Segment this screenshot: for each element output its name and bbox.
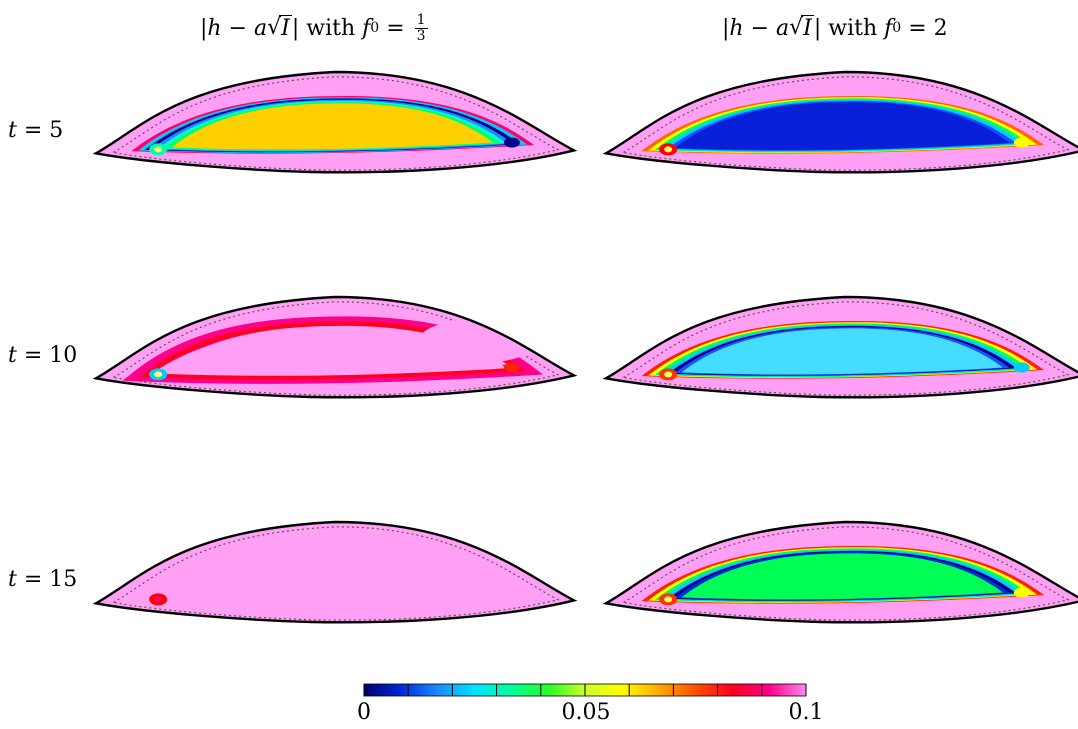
panel-r1-c1 — [92, 70, 578, 174]
vortex-core — [674, 102, 1010, 151]
panel-r2-c2 — [602, 295, 1078, 399]
panel-r3-c1 — [92, 520, 578, 624]
boundary-layer-ring — [111, 301, 560, 396]
panel-r2-c1 — [92, 295, 578, 399]
vortex-core — [681, 328, 1003, 375]
right-tip-blob — [1013, 587, 1030, 598]
panel-outline — [602, 70, 1078, 174]
arc-gap — [418, 319, 539, 364]
right-tip-blob — [1013, 362, 1030, 373]
left-tip-core — [664, 371, 673, 378]
boundary-layer-ring — [111, 76, 560, 171]
boundary-layer-ring — [621, 301, 1070, 396]
right-tip-blob — [503, 137, 520, 148]
right-tip-blob — [503, 362, 520, 373]
vortex-core — [681, 553, 1003, 600]
left-column-title: |h − aI| with f0 = 13 — [200, 8, 428, 48]
left-tip-core — [154, 146, 163, 153]
right-tip-blob — [1013, 137, 1030, 148]
left-tip-core — [664, 146, 673, 153]
panel-body — [96, 522, 574, 623]
row-label-t5: t = 5 — [8, 118, 64, 143]
boundary-layer-ring — [621, 76, 1070, 171]
boundary-layer-ring — [621, 526, 1070, 621]
row-label-t10: t = 10 — [8, 343, 78, 368]
left-tip-core — [664, 596, 673, 603]
colorbar-min-label: 0 — [357, 700, 371, 725]
panel-outline — [602, 520, 1078, 624]
panel-outline — [92, 295, 578, 399]
row-label-t15: t = 15 — [8, 567, 78, 592]
panel-outline — [92, 70, 578, 174]
colorbar-mid-label: 0.05 — [561, 700, 611, 725]
colorbar-max-label: 0.1 — [788, 700, 824, 725]
panel-r1-c2 — [602, 70, 1078, 174]
boundary-layer-ring — [111, 526, 560, 621]
left-tip-core — [154, 596, 163, 603]
panel-outline — [602, 295, 1078, 399]
right-column-title: |h − aI| with f0 = 2 — [722, 8, 948, 48]
vortex-core — [171, 103, 493, 150]
panel-outline — [92, 520, 578, 624]
left-tip-core — [154, 371, 163, 378]
panel-r3-c2 — [602, 520, 1078, 624]
